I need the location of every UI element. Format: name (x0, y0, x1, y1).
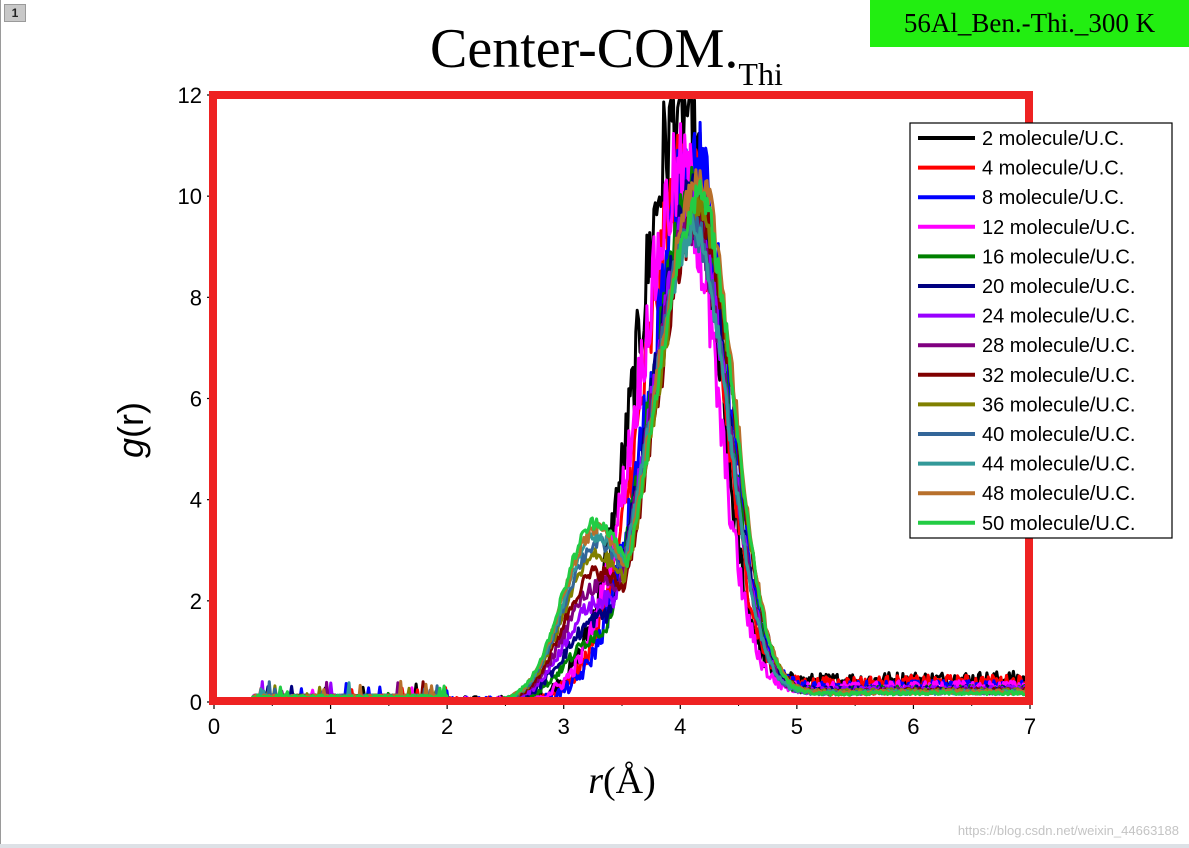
legend-label: 50 molecule/U.C. (982, 513, 1135, 535)
legend-label: 48 molecule/U.C. (982, 483, 1135, 505)
y-tick-label: 4 (190, 488, 202, 513)
series-line-14 (251, 179, 1030, 704)
legend-label: 20 molecule/U.C. (982, 276, 1135, 298)
legend-label: 36 molecule/U.C. (982, 394, 1135, 416)
x-tick-label: 2 (441, 714, 453, 739)
y-axis-label-italic: g (110, 438, 151, 458)
chart-title-main: Center-COM. (430, 18, 738, 80)
y-tick-label: 10 (178, 184, 202, 209)
x-axis-label-italic: r (588, 760, 603, 802)
legend: 2 molecule/U.C. 4 molecule/U.C. 8 molecule… (909, 122, 1173, 539)
legend-label: 32 molecule/U.C. (982, 365, 1135, 387)
y-tick-label: 6 (190, 387, 202, 412)
x-tick-label: 7 (1024, 714, 1036, 739)
watermark: https://blog.csdn.net/weixin_44663188 (957, 823, 1179, 838)
x-tick-label: 1 (324, 714, 336, 739)
bottom-strip (0, 844, 1189, 848)
chart-title: Center-COM.Thi (430, 18, 783, 92)
highlight-box (209, 91, 1033, 705)
chart-title-subscript: Thi (738, 56, 783, 92)
x-tick-label: 6 (907, 714, 919, 739)
x-axis-label: r(Å) (588, 760, 656, 802)
legend-label: 28 molecule/U.C. (982, 335, 1135, 357)
page-left-border (0, 0, 1, 848)
legend-label: 8 molecule/U.C. (982, 187, 1124, 209)
legend-label: 16 molecule/U.C. (982, 246, 1135, 268)
x-axis-label-unit: (Å) (603, 760, 656, 802)
y-tick-label: 12 (178, 83, 202, 108)
y-tick-label: 2 (190, 589, 202, 614)
page-number-badge: 1 (4, 4, 26, 22)
legend-label: 40 molecule/U.C. (982, 424, 1135, 446)
y-tick-label: 0 (190, 690, 202, 715)
y-axis-label: g(r) (110, 402, 151, 458)
legend-label: 12 molecule/U.C. (982, 217, 1135, 239)
legend-label: 2 molecule/U.C. (982, 128, 1124, 150)
x-tick-label: 3 (558, 714, 570, 739)
y-axis-label-unit: (r) (110, 402, 151, 438)
legend-label: 44 molecule/U.C. (982, 454, 1135, 476)
x-tick-label: 5 (791, 714, 803, 739)
legend-label: 24 molecule/U.C. (982, 306, 1135, 328)
legend-frame (909, 122, 1173, 539)
legend-label: 4 molecule/U.C. (982, 158, 1124, 180)
condition-badge: 56Al_Ben.-Thi._300 K (870, 0, 1189, 47)
y-tick-label: 8 (190, 285, 202, 310)
x-tick-label: 4 (674, 714, 686, 739)
x-tick-label: 0 (208, 714, 220, 739)
